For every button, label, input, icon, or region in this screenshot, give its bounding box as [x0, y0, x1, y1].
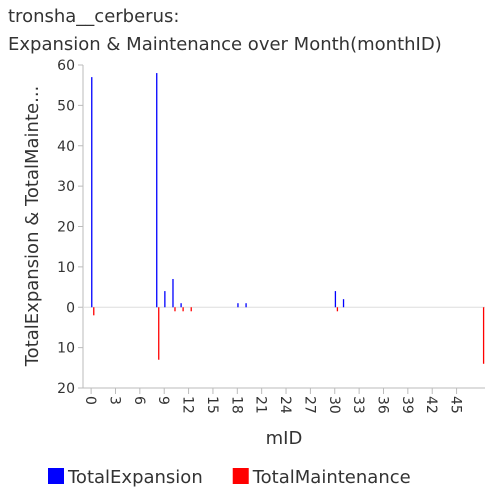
x-tick-label: 39 [399, 396, 415, 414]
bar [342, 299, 345, 308]
bar [164, 291, 166, 308]
y-tick-label: 10 [57, 341, 75, 357]
bar [245, 303, 247, 308]
y-tick-label: 30 [57, 179, 75, 195]
bar [334, 291, 337, 308]
x-tick-label: 6 [131, 396, 147, 405]
bar [156, 73, 158, 308]
y-tick-label: 60 [57, 58, 75, 74]
x-tick-label: 21 [253, 396, 269, 414]
x-tick-label: 9 [155, 396, 171, 405]
bar [174, 307, 176, 312]
bar [182, 307, 184, 312]
x-tick-label: 18 [228, 396, 244, 414]
legend-swatch [48, 468, 64, 484]
bar [91, 77, 93, 308]
x-tick-label: 42 [423, 396, 439, 414]
bar [237, 303, 239, 308]
bar [158, 307, 160, 360]
x-axis-label: mID [266, 428, 303, 449]
x-tick-label: 12 [180, 396, 196, 414]
x-tick-label: 15 [204, 396, 220, 414]
x-tick-label: 30 [326, 396, 342, 414]
x-tick-label: 33 [350, 396, 366, 414]
bar [482, 307, 485, 364]
x-tick-label: 0 [82, 396, 98, 405]
y-tick-label: 40 [57, 139, 75, 155]
x-tick-label: 3 [106, 396, 122, 405]
x-tick-label: 24 [277, 396, 293, 414]
bar [93, 307, 95, 316]
y-tick-label: 20 [57, 220, 75, 236]
legend-swatch [232, 468, 249, 484]
y-tick-label: 10 [57, 260, 75, 276]
y-tick-label: 20 [57, 381, 75, 397]
chart-title: tronsha__cerberus: [8, 6, 179, 27]
legend-label: TotalMaintenance [252, 467, 411, 488]
legend-label: TotalExpansion [67, 467, 203, 488]
x-tick-label: 36 [374, 396, 390, 414]
y-axis-label: TotalExpansion & TotalMainte... [22, 86, 43, 368]
y-tick-label: 50 [57, 98, 75, 114]
bar [190, 307, 192, 312]
y-tick-label: 0 [66, 300, 75, 316]
x-tick-label: 27 [301, 396, 317, 414]
x-tick-label: 45 [448, 396, 464, 414]
bar [180, 303, 182, 308]
chart-subtitle: Expansion & Maintenance over Month(month… [8, 34, 442, 55]
bar [336, 307, 339, 312]
bar [172, 278, 174, 308]
